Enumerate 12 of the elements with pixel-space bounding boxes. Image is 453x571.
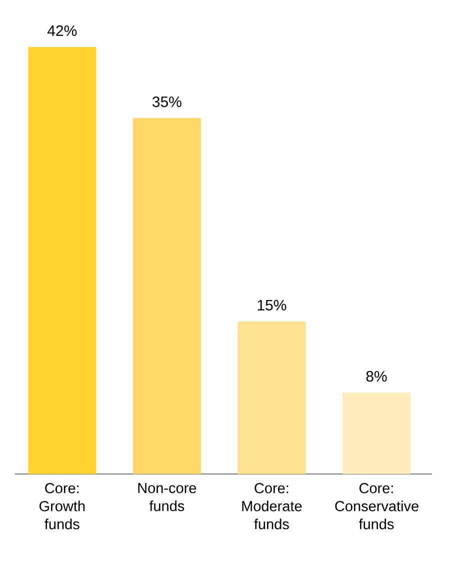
bar: [132, 118, 201, 474]
x-tick-label: Core: Moderate funds: [242, 483, 302, 530]
data-label: 35%: [152, 96, 182, 108]
bar: [342, 392, 410, 474]
x-tick-label: Core: Conservative funds: [335, 483, 418, 530]
data-label: 8%: [366, 371, 387, 382]
data-label: 15%: [258, 300, 286, 310]
bar: [28, 46, 96, 474]
data-label: 42%: [47, 25, 77, 36]
x-tick-label: Non-core funds: [138, 483, 196, 512]
bar: [238, 321, 306, 474]
x-tick-label: Core: Growth funds: [40, 483, 85, 530]
